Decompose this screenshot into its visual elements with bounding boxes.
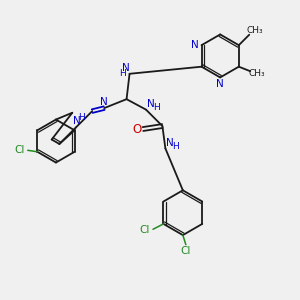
Text: N: N bbox=[166, 138, 174, 148]
Text: H: H bbox=[119, 69, 125, 78]
Text: O: O bbox=[132, 122, 142, 136]
Text: N: N bbox=[216, 79, 224, 89]
Text: N: N bbox=[122, 63, 130, 74]
Text: N: N bbox=[73, 116, 81, 126]
Text: Cl: Cl bbox=[14, 145, 25, 155]
Text: H: H bbox=[79, 113, 85, 122]
Text: N: N bbox=[100, 97, 108, 106]
Text: Cl: Cl bbox=[181, 246, 191, 256]
Text: CH₃: CH₃ bbox=[247, 26, 263, 35]
Text: N: N bbox=[191, 40, 199, 50]
Text: CH₃: CH₃ bbox=[248, 69, 265, 78]
Text: H: H bbox=[153, 103, 160, 112]
Text: N: N bbox=[147, 99, 154, 109]
Text: H: H bbox=[172, 142, 179, 151]
Text: Cl: Cl bbox=[140, 225, 150, 235]
